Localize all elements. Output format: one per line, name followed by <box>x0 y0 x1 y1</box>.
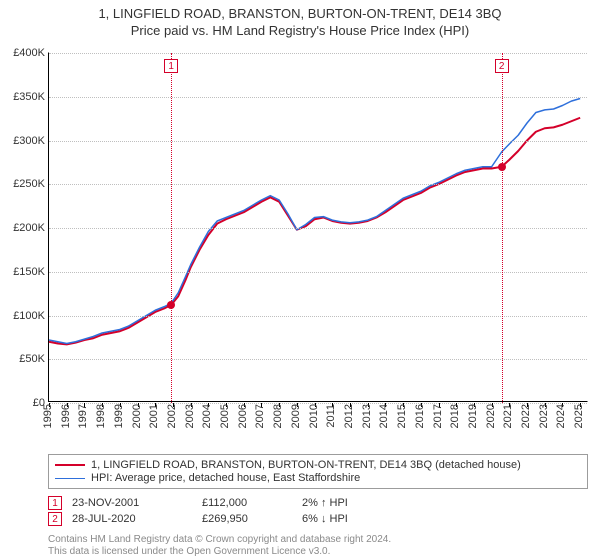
x-tick-label: 2017 <box>432 404 444 428</box>
x-tick-label: 2003 <box>184 404 196 428</box>
y-tick-label: £50K <box>19 353 45 365</box>
x-tick-label: 2022 <box>520 404 532 428</box>
y-tick-label: £150K <box>13 266 45 278</box>
x-tick-label: 2023 <box>538 404 550 428</box>
x-tick-label: 2014 <box>378 404 390 428</box>
sale-marker-vline <box>502 53 503 403</box>
y-tick-label: £350K <box>13 91 45 103</box>
x-tick-label: 2018 <box>449 404 461 428</box>
y-tick-label: £100K <box>13 310 45 322</box>
gridline-h <box>49 184 587 185</box>
series-line-price_paid <box>49 118 580 345</box>
copyright-line2: This data is licensed under the Open Gov… <box>48 546 588 558</box>
x-tick-label: 2016 <box>414 404 426 428</box>
x-tick-label: 2000 <box>131 404 143 428</box>
legend-box: 1, LINGFIELD ROAD, BRANSTON, BURTON-ON-T… <box>48 454 588 489</box>
x-tick-label: 1998 <box>95 404 107 428</box>
legend-line-swatch <box>55 464 85 466</box>
sale-row-price: £269,950 <box>202 513 302 525</box>
plot-area: £0£50K£100K£150K£200K£250K£300K£350K£400… <box>48 52 588 402</box>
series-line-hpi <box>49 99 580 344</box>
legend-row: 1, LINGFIELD ROAD, BRANSTON, BURTON-ON-T… <box>55 459 581 471</box>
legend-line-swatch <box>55 478 85 479</box>
y-tick-label: £200K <box>13 222 45 234</box>
y-tick-label: £250K <box>13 178 45 190</box>
y-tick-label: £400K <box>13 47 45 59</box>
sale-marker-label: 1 <box>164 59 178 73</box>
x-tick-label: 1997 <box>77 404 89 428</box>
x-tick-label: 2013 <box>361 404 373 428</box>
x-tick-label: 1999 <box>113 404 125 428</box>
sale-marker-dot <box>167 301 175 309</box>
sale-row-index: 1 <box>48 496 62 510</box>
y-tick-label: £300K <box>13 135 45 147</box>
sale-row-date: 23-NOV-2001 <box>72 497 202 509</box>
chart-area: £0£50K£100K£150K£200K£250K£300K£350K£400… <box>48 52 588 424</box>
x-axis-ticks: 1995199619971998199920002001200220032004… <box>48 402 588 424</box>
title-address: 1, LINGFIELD ROAD, BRANSTON, BURTON-ON-T… <box>0 6 600 21</box>
title-subtitle: Price paid vs. HM Land Registry's House … <box>0 23 600 38</box>
x-tick-label: 2020 <box>485 404 497 428</box>
chart-titles: 1, LINGFIELD ROAD, BRANSTON, BURTON-ON-T… <box>0 0 600 38</box>
x-tick-label: 1996 <box>60 404 72 428</box>
x-tick-label: 2011 <box>325 404 337 428</box>
legend-label: 1, LINGFIELD ROAD, BRANSTON, BURTON-ON-T… <box>91 459 521 471</box>
gridline-h <box>49 272 587 273</box>
sales-data-rows: 1 23-NOV-2001£112,0002% ↑ HPI 2 28-JUL-2020… <box>48 494 588 528</box>
legend-row: HPI: Average price, detached house, East… <box>55 472 581 484</box>
gridline-h <box>49 316 587 317</box>
gridline-h <box>49 359 587 360</box>
gridline-h <box>49 53 587 54</box>
x-tick-label: 2007 <box>254 404 266 428</box>
sale-marker-vline <box>171 53 172 403</box>
x-tick-label: 2006 <box>237 404 249 428</box>
x-tick-label: 2010 <box>308 404 320 428</box>
sale-marker-label: 2 <box>495 59 509 73</box>
x-tick-label: 2015 <box>396 404 408 428</box>
gridline-h <box>49 228 587 229</box>
gridline-h <box>49 97 587 98</box>
x-tick-label: 2004 <box>201 404 213 428</box>
x-tick-label: 2005 <box>219 404 231 428</box>
sale-row: 2 28-JUL-2020£269,9506% ↓ HPI <box>48 512 588 526</box>
chart-container: 1, LINGFIELD ROAD, BRANSTON, BURTON-ON-T… <box>0 0 600 560</box>
sale-marker-dot <box>498 163 506 171</box>
copyright-line1: Contains HM Land Registry data © Crown c… <box>48 534 588 546</box>
x-tick-label: 2025 <box>573 404 585 428</box>
sale-row-date: 28-JUL-2020 <box>72 513 202 525</box>
x-tick-label: 2021 <box>502 404 514 428</box>
sale-row-delta: 2% ↑ HPI <box>302 497 348 509</box>
legend-label: HPI: Average price, detached house, East… <box>91 472 360 484</box>
sale-row-price: £112,000 <box>202 497 302 509</box>
sale-row-delta: 6% ↓ HPI <box>302 513 348 525</box>
x-tick-label: 2012 <box>343 404 355 428</box>
x-tick-label: 2024 <box>555 404 567 428</box>
x-tick-label: 2002 <box>166 404 178 428</box>
sale-row-index: 2 <box>48 512 62 526</box>
gridline-h <box>49 141 587 142</box>
x-tick-label: 2001 <box>148 404 160 428</box>
x-tick-label: 1995 <box>42 404 54 428</box>
x-tick-label: 2009 <box>290 404 302 428</box>
sale-row: 1 23-NOV-2001£112,0002% ↑ HPI <box>48 496 588 510</box>
copyright-notice: Contains HM Land Registry data © Crown c… <box>48 534 588 558</box>
x-tick-label: 2008 <box>272 404 284 428</box>
x-tick-label: 2019 <box>467 404 479 428</box>
